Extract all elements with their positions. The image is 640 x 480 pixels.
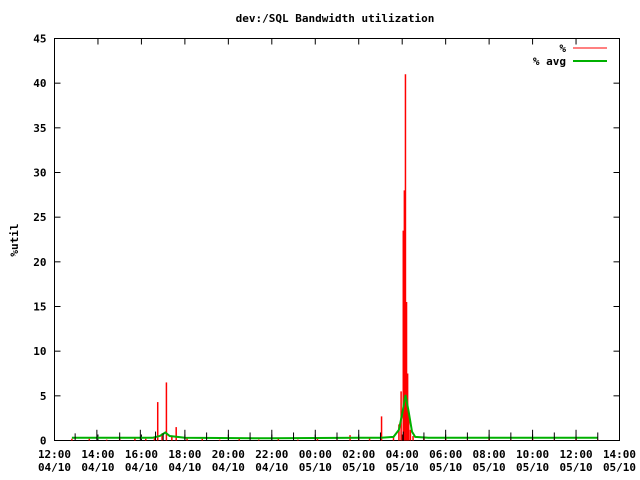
y-tick-label-4: 20 bbox=[33, 256, 46, 269]
x-tick-date-1: 04/10 bbox=[81, 461, 114, 474]
x-tick-time-12: 12:00 bbox=[559, 448, 592, 461]
series-1-line bbox=[71, 394, 598, 440]
x-tick-time-4: 20:00 bbox=[212, 448, 245, 461]
x-tick-date-7: 05/10 bbox=[342, 461, 375, 474]
x-tick-time-1: 14:00 bbox=[81, 448, 114, 461]
x-tick-time-8: 04:00 bbox=[386, 448, 419, 461]
legend: % % avg bbox=[533, 42, 607, 68]
y-axis-label: %util bbox=[8, 223, 21, 256]
x-tick-time-10: 08:00 bbox=[473, 448, 506, 461]
y-tick-label-9: 45 bbox=[33, 33, 46, 46]
plot-frame bbox=[54, 38, 620, 441]
x-tick-time-9: 06:00 bbox=[429, 448, 462, 461]
x-tick-date-8: 05/10 bbox=[386, 461, 419, 474]
y-tick-label-6: 30 bbox=[33, 167, 46, 180]
legend-label-pct: % bbox=[559, 42, 566, 55]
x-tick-date-13: 05/10 bbox=[603, 461, 636, 474]
x-tick-date-6: 05/10 bbox=[299, 461, 332, 474]
y-tick-label-7: 35 bbox=[33, 122, 46, 135]
x-tick-date-12: 05/10 bbox=[559, 461, 592, 474]
x-tick-time-2: 16:00 bbox=[125, 448, 158, 461]
y-tick-label-0: 0 bbox=[40, 435, 47, 448]
y-tick-label-1: 5 bbox=[40, 390, 47, 403]
x-tick-date-10: 05/10 bbox=[473, 461, 506, 474]
x-tick-date-2: 04/10 bbox=[125, 461, 158, 474]
x-tick-date-4: 04/10 bbox=[212, 461, 245, 474]
x-tick-time-13: 14:00 bbox=[603, 448, 636, 461]
x-tick-time-6: 00:00 bbox=[299, 448, 332, 461]
x-tick-time-7: 02:00 bbox=[342, 448, 375, 461]
x-tick-time-11: 10:00 bbox=[516, 448, 549, 461]
x-tick-date-9: 05/10 bbox=[429, 461, 462, 474]
x-axis: 12:0004/1014:0004/1016:0004/1018:0004/10… bbox=[38, 38, 636, 474]
y-tick-label-3: 15 bbox=[33, 301, 46, 314]
x-tick-date-0: 04/10 bbox=[38, 461, 71, 474]
x-tick-time-0: 12:00 bbox=[38, 448, 71, 461]
y-axis: 0 5 10 15 20 25 30 35 40 45 bbox=[33, 33, 620, 448]
series-layer bbox=[71, 74, 599, 441]
y-tick-label-5: 25 bbox=[33, 211, 46, 224]
x-tick-date-11: 05/10 bbox=[516, 461, 549, 474]
x-tick-date-5: 04/10 bbox=[255, 461, 288, 474]
x-tick-time-5: 22:00 bbox=[255, 448, 288, 461]
y-tick-label-8: 40 bbox=[33, 77, 46, 90]
chart-title: dev:/SQL Bandwidth utilization bbox=[236, 12, 435, 25]
x-tick-date-3: 04/10 bbox=[168, 461, 201, 474]
legend-label-avg: % avg bbox=[533, 55, 566, 68]
x-tick-time-3: 18:00 bbox=[168, 448, 201, 461]
y-tick-label-2: 10 bbox=[33, 345, 46, 358]
